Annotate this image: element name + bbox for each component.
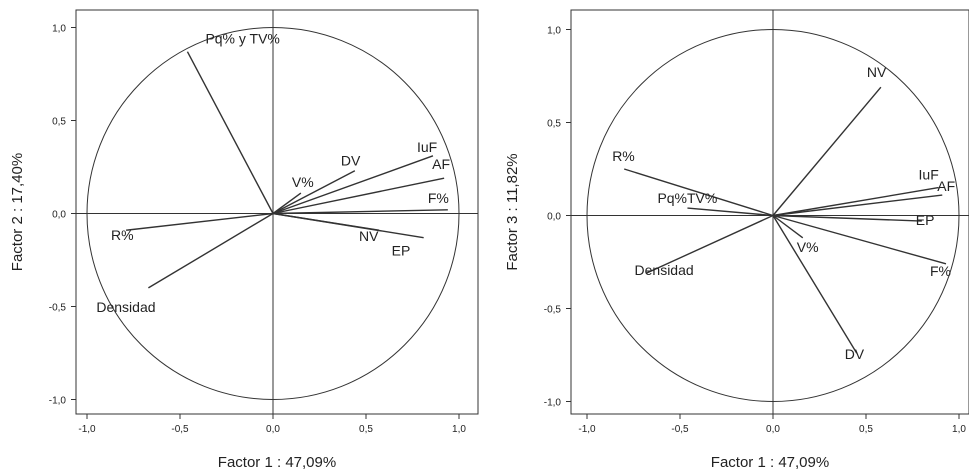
panel-2-plot-frame [570,9,969,415]
panel-1-x-tick-label: 0,5 [359,424,373,435]
panel-1-vector-label: Densidad [96,299,155,315]
panel-2-vector-label: IuF [919,167,939,183]
panel-1-vector-label: V% [292,174,314,190]
panel-1-y-tick-label: 0,0 [52,210,66,221]
panel-1-vector-line [272,192,302,215]
panel-1-vector-line [272,155,434,215]
panel-2-vector-label: NV [867,64,887,80]
panel-1-vector-line [272,177,445,215]
panel-1-vector-line [125,212,274,231]
panel-2-vector-label: Pq%TV% [657,190,717,206]
panel-1-y-tick-label: -1,0 [49,396,67,407]
panel-2-y-tick-label: -1,0 [544,398,562,409]
panel-2-vector-line [772,186,939,217]
panel-2-vector-label: R% [612,148,635,164]
panel-1-x-tick-label: 1,0 [452,424,466,435]
panel-2-vector-line [646,214,774,274]
panel-2-y-tick-label: -0,5 [544,305,562,316]
panel-2-vector-line [623,168,774,217]
panel-1-vector-line [272,209,448,215]
panel-2-vector-line [772,194,943,217]
panel-1-vector-label: IuF [417,139,437,155]
panel-2-vector-label: AF [937,178,955,194]
panel-1-vector-line [272,212,424,239]
panel-1-x-tick-label: -0,5 [171,424,189,435]
panel-2-x-tick-label: 0,5 [859,424,873,435]
panel-2-vector-line [772,214,922,222]
panel-1-vector-line [148,212,274,289]
panel-1-y-tick-label: 0,5 [52,117,66,128]
panel-1-vector-label: R% [111,227,134,243]
panel-2-x-tick-label: 0,0 [766,424,780,435]
panel-1-vector-label: DV [341,153,361,169]
panel-1-vector-label: Pq% y TV% [205,31,279,47]
panel-2-vector-label: F% [930,263,951,279]
panel-1-vector-label: NV [359,228,379,244]
panel-1-plot-frame [75,9,479,415]
panel-2-y-axis-title: Factor 3 : 11,82% [504,153,521,270]
panel-1-x-axis-title: Factor 1 : 47,09% [218,454,336,471]
panel-1-vector-label: AF [432,156,450,172]
panel-1-y-tick-label: -0,5 [49,303,67,314]
panel-2-vector-line [772,214,804,239]
panel-2-vector-label: V% [797,239,819,255]
panel-1-x-tick-label: 0,0 [266,424,280,435]
panel-1-y-tick-label: 1,0 [52,24,66,35]
panel-2-x-tick-label: 1,0 [952,424,966,435]
panel-1-vector-label: EP [392,243,411,259]
panel-2-vector-line [772,86,882,216]
panel-2-vector-label: Densidad [635,262,694,278]
panel-2-x-tick-label: -0,5 [671,424,689,435]
panel-2-vector-line [687,207,774,217]
panel-2-vector-line [772,215,858,354]
panel-2-vector-label: DV [845,346,865,362]
panel-2-vector-line [772,214,947,265]
panel-2-vector-label: EP [916,212,935,228]
panel-1-x-tick-label: -1,0 [78,424,96,435]
panel-2-y-tick-label: 0,0 [547,212,561,223]
panel-1-vector-label: F% [428,190,449,206]
panel-2-y-tick-label: 0,5 [547,119,561,130]
panel-2-x-axis-title: Factor 1 : 47,09% [711,454,829,471]
panel-2-x-tick-label: -1,0 [578,424,596,435]
panel-1-vector-line [272,170,356,215]
panel-2-y-tick-label: 1,0 [547,26,561,37]
panel-1-vector-line [186,51,274,214]
panel-1-y-axis-title: Factor 2 : 17,40% [9,153,26,271]
